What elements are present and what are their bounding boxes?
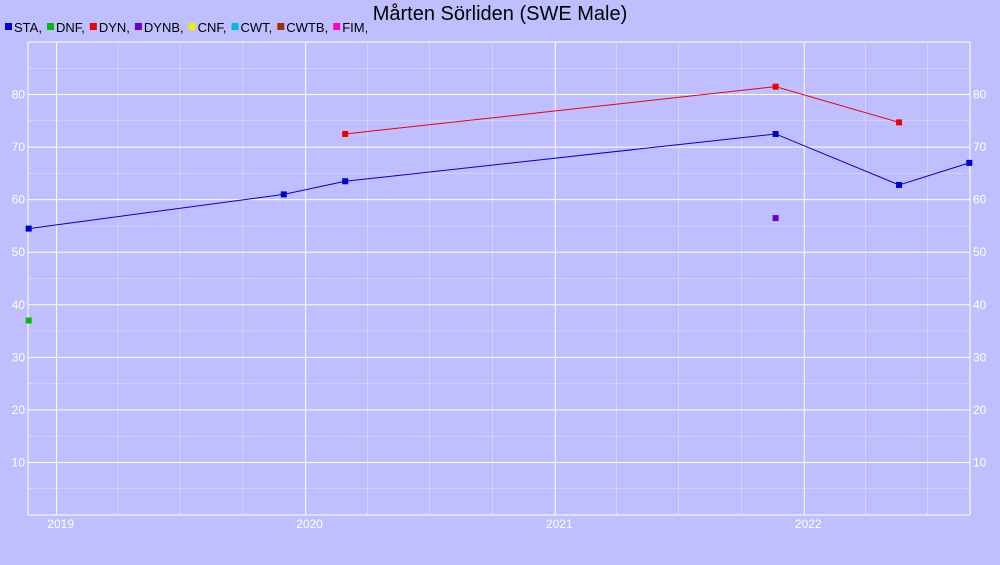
y-axis-right: 10 20 30 40 50 60 70 80: [973, 88, 987, 470]
grid: [27, 41, 971, 516]
y-tick-label-left: 30: [12, 350, 26, 364]
legend-label-3: DYNB,: [144, 20, 184, 35]
x-tick-label: 2020: [296, 517, 323, 531]
y-tick-label-left: 60: [12, 193, 26, 207]
legend-swatch-5: [231, 23, 239, 30]
legend-swatch-2: [89, 23, 97, 30]
legend-label-6: CWTB,: [286, 20, 328, 35]
y-tick-label-left: 50: [12, 245, 26, 259]
data-point-sta: [896, 181, 903, 188]
x-tick-label: 2021: [546, 517, 573, 531]
y-tick-label-right: 70: [973, 140, 987, 154]
y-tick-label-left: 10: [12, 455, 26, 469]
y-tick-label-left: 70: [12, 140, 26, 154]
data-point-dyn: [896, 119, 903, 126]
legend-label-0: STA,: [14, 20, 42, 35]
series-dynb: [772, 215, 779, 222]
data-point-sta: [25, 225, 32, 232]
y-tick-label-left: 40: [12, 298, 26, 312]
x-tick-label: 2019: [47, 517, 74, 531]
y-tick-label-right: 50: [973, 245, 987, 259]
legend-label-5: CWT,: [241, 20, 273, 35]
legend-swatch-7: [333, 23, 341, 30]
y-tick-label-left: 80: [12, 88, 26, 102]
y-tick-label-right: 60: [973, 193, 987, 207]
y-tick-label-right: 10: [973, 455, 987, 469]
data-point-dynb: [772, 215, 779, 222]
data-point-dnf: [25, 317, 32, 324]
legend: STA, DNF, DYN, DYNB, CNF, CWT, CWTB, FIM,: [5, 20, 368, 35]
legend-swatch-3: [134, 23, 142, 30]
series-layer: [25, 83, 973, 324]
series-sta: [25, 130, 973, 232]
data-point-sta: [966, 159, 973, 166]
legend-swatch-1: [46, 23, 54, 30]
data-point-sta: [772, 130, 779, 137]
legend-label-7: FIM,: [342, 20, 368, 35]
series-dyn: [342, 83, 903, 137]
y-tick-label-right: 80: [973, 88, 987, 102]
data-point-sta: [280, 191, 287, 198]
legend-label-1: DNF,: [56, 20, 85, 35]
data-point-dyn: [772, 83, 779, 90]
series-line-sta: [28, 133, 970, 230]
data-point-dyn: [342, 130, 349, 137]
legend-swatch-0: [5, 23, 12, 30]
y-tick-label-right: 20: [973, 403, 987, 417]
data-point-sta: [342, 178, 349, 185]
y-tick-label-right: 30: [973, 350, 987, 364]
legend-label-4: CNF,: [198, 20, 227, 35]
y-axis-left: 10 20 30 40 50 60 70 80: [12, 88, 26, 470]
x-axis: 2019 2020 2021 2022: [47, 517, 822, 531]
series-dnf: [25, 317, 32, 324]
legend-swatch-4: [188, 23, 196, 30]
legend-swatch-6: [277, 23, 285, 30]
y-tick-label-right: 40: [973, 298, 987, 312]
y-tick-label-left: 20: [12, 403, 26, 417]
chart-title: Mårten Sörliden (SWE Male): [373, 3, 628, 25]
x-tick-label: 2022: [795, 517, 822, 531]
legend-label-2: DYN,: [99, 20, 130, 35]
